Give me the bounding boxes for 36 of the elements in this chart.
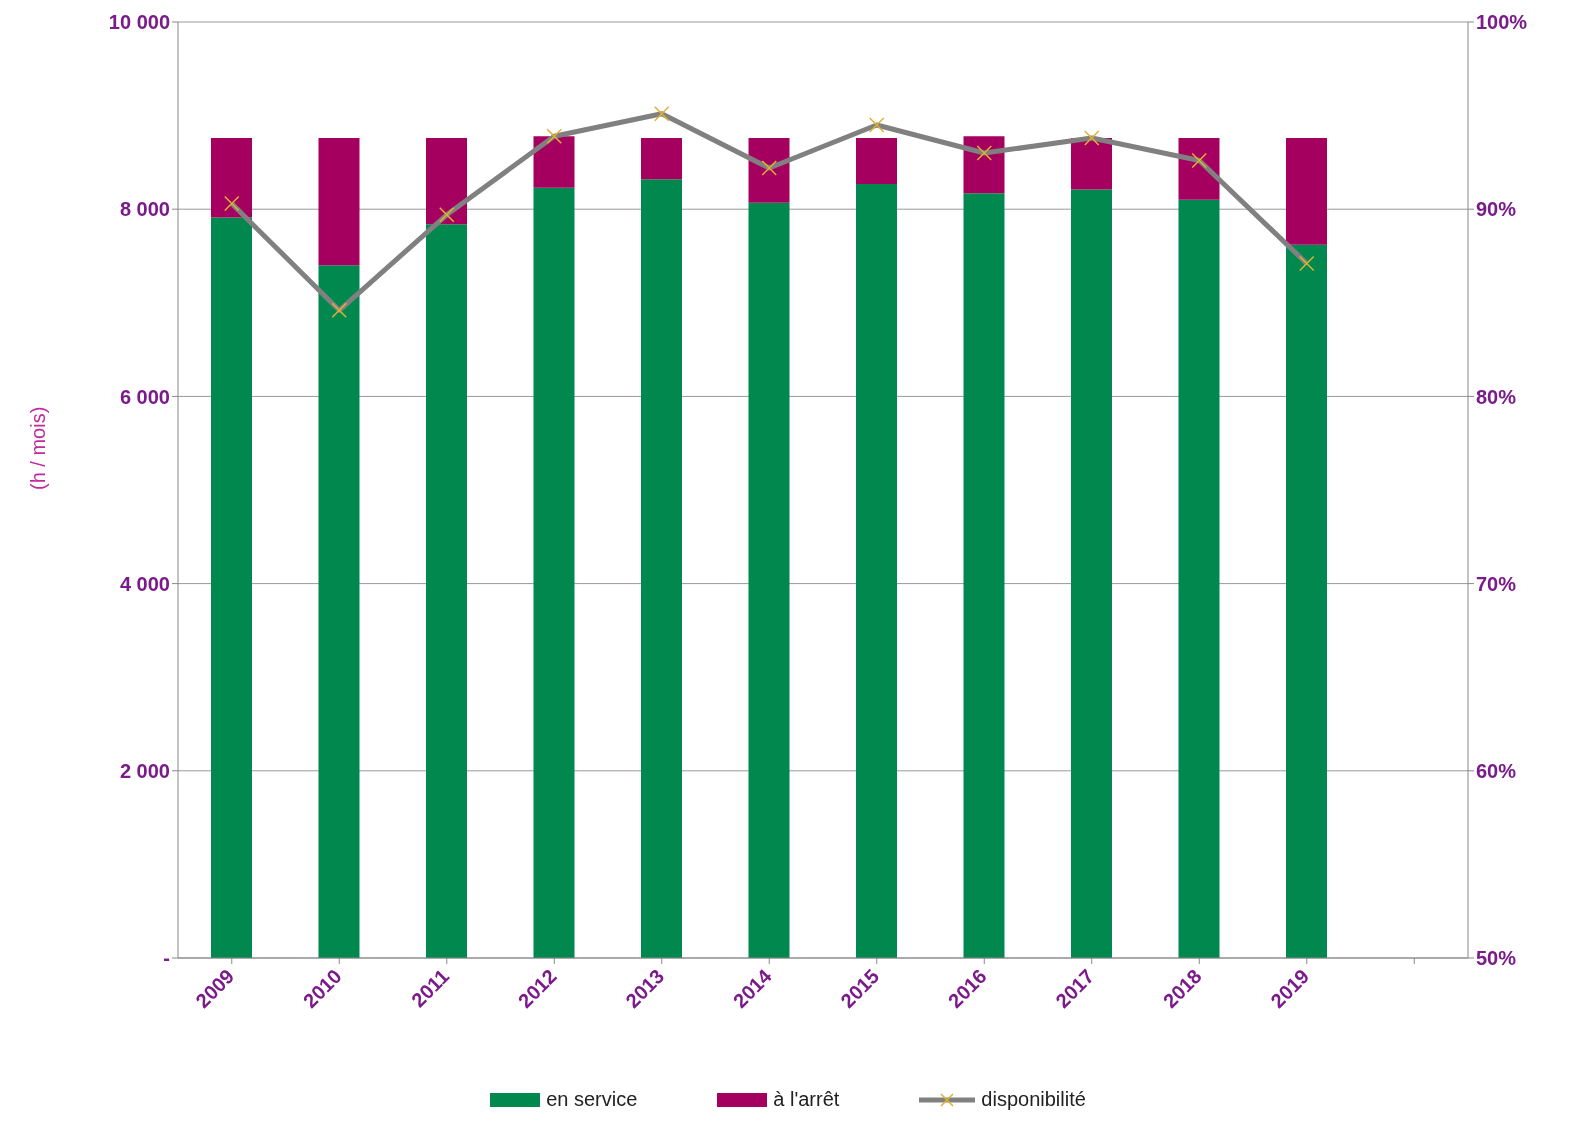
y-tick-label: 2 000 (119, 759, 170, 782)
bar (426, 224, 467, 958)
legend-label: en service (546, 1088, 638, 1111)
legend-label: disponibilité (981, 1088, 1086, 1111)
bar (533, 136, 575, 188)
bar (1071, 189, 1112, 958)
y-tick-label: 4 000 (119, 572, 170, 595)
bar (1286, 138, 1327, 245)
y-tick-label: 8 000 (119, 198, 170, 221)
bar (856, 183, 897, 958)
y-tick-label: 10 000 (108, 11, 170, 34)
y-axis-title: (h / mois) (27, 406, 50, 490)
bar (1178, 199, 1220, 958)
bar (318, 138, 360, 266)
bar (1286, 244, 1327, 958)
bar (856, 138, 897, 184)
bar (318, 265, 360, 958)
y2-tick-label: 80% (1476, 385, 1517, 408)
bar (641, 138, 682, 180)
y2-tick-label: 100% (1476, 11, 1528, 34)
y-tick-label: - (163, 947, 170, 970)
y2-tick-label: 50% (1476, 947, 1517, 970)
bar (426, 138, 467, 225)
legend-label: à l'arrêt (773, 1088, 840, 1111)
bar (641, 179, 682, 958)
y2-tick-label: 70% (1476, 572, 1517, 595)
y-tick-label: 6 000 (119, 385, 170, 408)
bar (748, 138, 790, 203)
bar (533, 187, 575, 958)
bar (1071, 138, 1112, 190)
bar (211, 138, 252, 218)
bar (211, 217, 252, 958)
bar (748, 202, 790, 958)
y2-tick-label: 60% (1476, 759, 1517, 782)
y2-tick-label: 90% (1476, 198, 1517, 221)
bar (963, 193, 1005, 958)
